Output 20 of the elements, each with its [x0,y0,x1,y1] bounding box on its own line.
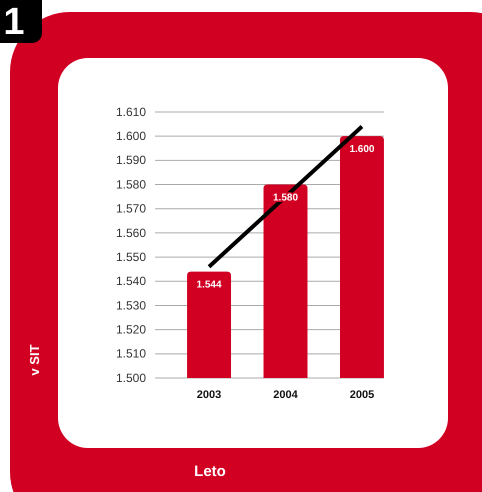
y-tick-label: 1.580 [116,177,146,192]
y-tick-label: 1.520 [116,322,146,336]
y-tick-label: 1.510 [116,346,146,361]
y-tick-label: 1.610 [116,104,146,119]
data-label: 1.600 [349,144,375,156]
x-tick-label: 2005 [350,388,374,401]
text: v SIT [27,344,42,376]
text: 1 [3,1,25,43]
x-axis-title: Leto [194,463,226,480]
x-tick-label: 2004 [273,388,299,401]
y-tick-label: 1.560 [116,226,146,240]
y-tick-label: 1.550 [116,250,146,264]
data-label: 1.544 [196,280,222,291]
x-tick-label: 2003 [196,388,222,401]
y-tick-label: 1.500 [116,370,146,385]
y-tick-label: 1.590 [116,153,146,168]
y-tick-label: 1.600 [116,129,146,144]
y-tick-label: 1.570 [116,202,146,216]
y-tick-label: 1.530 [116,298,146,312]
y-tick-label: 1.540 [116,274,146,288]
